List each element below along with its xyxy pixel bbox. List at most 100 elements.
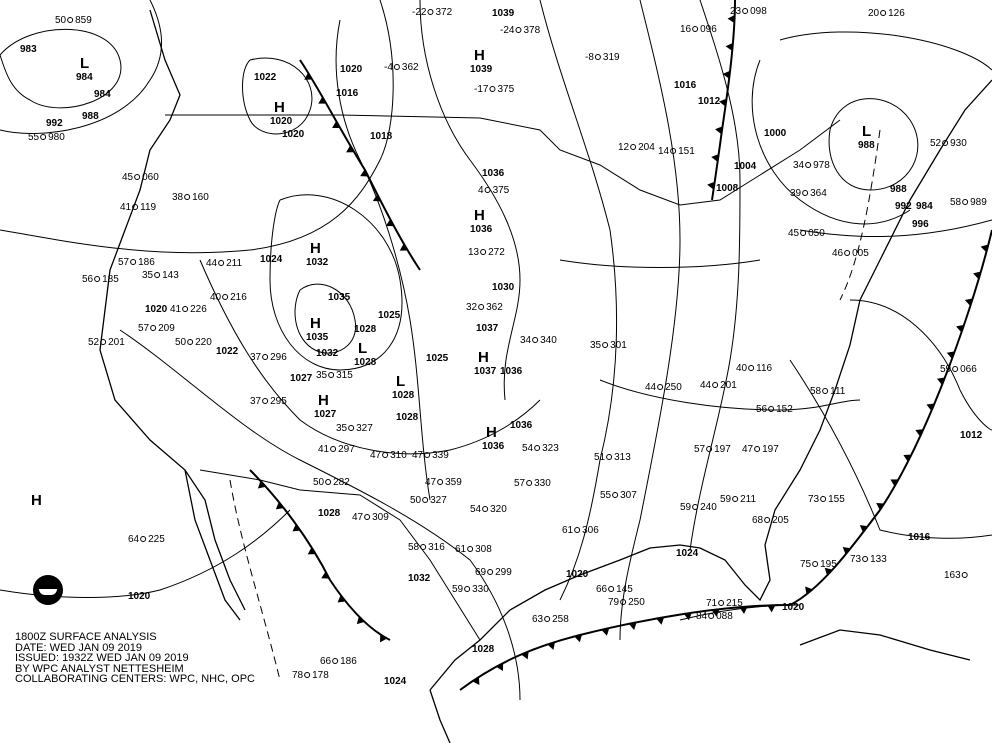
station-pressure: 151 (678, 146, 695, 157)
front-triangle (973, 271, 981, 280)
station-plot: 73 133 (850, 554, 887, 565)
isobar-label-group: 1012 (698, 96, 721, 107)
station-pressure: 272 (488, 247, 505, 258)
front-triangle (739, 606, 748, 614)
station-circle (602, 342, 609, 348)
station-circle (768, 406, 775, 412)
station-plot: 61 306 (562, 525, 599, 536)
gulf-coastline (429, 79, 992, 691)
front-triangle (964, 298, 973, 306)
isobar (119, 329, 521, 701)
front-triangle (842, 546, 851, 555)
isobar-label: 1024 (384, 676, 407, 687)
isobar-label-group: 1035 (328, 292, 351, 303)
isobar (619, 0, 681, 641)
station-pressure: 201 (108, 337, 125, 348)
isobar (799, 219, 992, 238)
station-temperature: 32 (466, 302, 478, 313)
station-circle (330, 446, 337, 452)
station-plot: 45 060 (122, 172, 159, 183)
isobar (0, 0, 163, 134)
station-plot: 58 316 (408, 542, 445, 553)
station-temperature: 50 (175, 337, 187, 348)
station-pressure: 859 (75, 15, 92, 26)
station-circle (961, 572, 968, 578)
station-temperature: 47 (742, 444, 754, 455)
front-triangle (292, 524, 301, 532)
station-plot: 57 209 (138, 323, 175, 334)
station-circle (332, 658, 339, 664)
station-pressure: 111 (830, 386, 846, 397)
station-plot: 54 320 (470, 504, 507, 515)
isobar-label-group: 992 (46, 118, 63, 129)
pressure-center-high: H (31, 492, 42, 509)
isobar (269, 194, 403, 371)
station-pressure: 316 (428, 542, 445, 553)
station-plot: 57 330 (514, 478, 551, 489)
station-temperature: 73 (850, 554, 862, 565)
isobar-label-group: 1020 (128, 591, 151, 602)
station-temperature: 45 (788, 228, 800, 239)
station-circle (150, 325, 157, 331)
station-pressure: 050 (808, 228, 825, 239)
station-circle (130, 259, 137, 265)
isobar (335, 19, 431, 501)
pressure-center-value: 1036 (470, 224, 493, 235)
station-plot: 34 978 (793, 160, 830, 171)
station-pressure: 250 (665, 382, 682, 393)
station-temperature: 50 (410, 495, 422, 506)
isobar-label-group: 1032 (408, 573, 431, 584)
station-circle (692, 26, 699, 32)
station-pressure: 315 (336, 370, 353, 381)
isobar-label-group: 1000 (764, 128, 787, 139)
isobar-label-group: 1020 (282, 129, 305, 140)
station-circle (800, 230, 807, 236)
station-plot: 20 126 (868, 8, 905, 19)
isobar-label: 1028 (318, 508, 341, 519)
station-pressure: 320 (490, 504, 507, 515)
station-temperature: 78 (292, 670, 304, 681)
front-triangle (915, 429, 924, 437)
station-plot: 68 205 (752, 515, 789, 526)
station-circle (40, 134, 47, 140)
cold-front-atlantic (789, 229, 992, 606)
station-pressure: 310 (390, 450, 407, 461)
station-plot: 59 330 (452, 584, 489, 595)
station-circle (732, 496, 739, 502)
isobar-label: 1028 (396, 412, 419, 423)
station-pressure: 327 (356, 423, 373, 434)
station-temperature: 58 (408, 542, 420, 553)
station-plot: 73 155 (808, 494, 845, 505)
station-pressure: 282 (333, 477, 350, 488)
station-temperature: 44 (700, 380, 712, 391)
station-plot: 58 989 (950, 197, 987, 208)
station-circle (718, 600, 725, 606)
station-temperature: 40 (210, 292, 222, 303)
isobar-label-group: 1020 (145, 304, 168, 315)
station-temperature: 57 (694, 444, 706, 455)
station-circle (630, 144, 637, 150)
front-triangle (628, 622, 637, 630)
station-pressure: 197 (762, 444, 779, 455)
pressure-center-high: H (310, 315, 321, 332)
isobar-label: 1025 (426, 353, 449, 364)
station-temperature: 163 (944, 570, 961, 581)
station-circle (222, 294, 229, 300)
front-triangle (890, 479, 899, 487)
station-temperature: 35 (590, 340, 602, 351)
station-pressure: 126 (888, 8, 905, 19)
front-triangle (399, 243, 408, 251)
station-circle (187, 339, 194, 345)
station-plot: 41 297 (318, 444, 355, 455)
isobar-label-group: 1022 (216, 346, 239, 357)
station-temperature: 66 (596, 584, 608, 595)
front-triangle (332, 121, 341, 129)
station-pressure: 323 (542, 443, 559, 454)
station-circle (657, 384, 664, 390)
station-plot: 40 116 (736, 363, 773, 374)
station-temperature: -4 (384, 62, 393, 73)
station-pressure: 186 (138, 257, 155, 268)
